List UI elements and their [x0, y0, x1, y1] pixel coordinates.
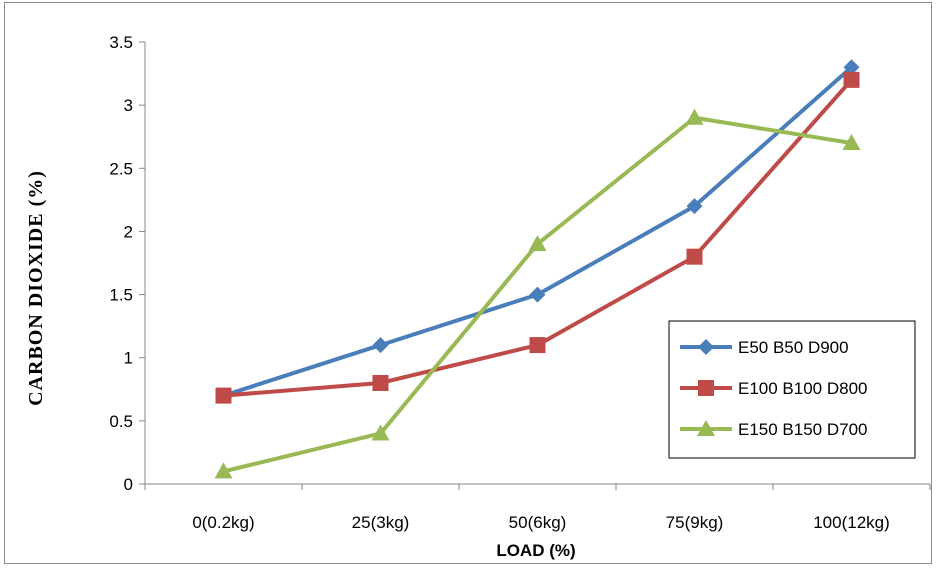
legend-label: E50 B50 D900: [738, 338, 849, 357]
data-point-diamond: [698, 339, 714, 355]
chart-frame: [4, 2, 932, 564]
data-point-square: [529, 337, 546, 354]
y-tick-labels: 0 0.5 1 1.5 2 2.5 3 3.5: [109, 33, 133, 494]
y-axis-label: CARBON DIOXIDE (%): [25, 170, 47, 406]
series-2: [215, 71, 860, 404]
axes: [139, 41, 931, 490]
data-point-triangle: [528, 235, 547, 252]
x-tick-label: 100(12kg): [813, 513, 890, 532]
data-point-triangle: [842, 134, 861, 151]
y-tick-label: 3: [124, 96, 133, 115]
legend-item-2: E100 B100 D800: [680, 379, 868, 398]
data-point-diamond: [529, 286, 546, 303]
x-tick-label: 25(3kg): [352, 513, 410, 532]
data-point-triangle: [371, 424, 390, 441]
data-point-square: [686, 248, 703, 265]
data-point-diamond: [686, 198, 703, 215]
data-point-triangle: [685, 108, 704, 125]
data-point-triangle: [214, 462, 233, 479]
x-tick-label: 50(6kg): [509, 513, 567, 532]
data-point-diamond: [843, 59, 860, 76]
y-tick-label: 0.5: [109, 412, 133, 431]
legend-label: E150 B150 D700: [738, 420, 868, 439]
series-group: [214, 59, 861, 479]
y-tick-label: 0: [124, 475, 133, 494]
data-point-triangle: [697, 420, 715, 436]
series-3: [214, 108, 861, 479]
data-point-square: [215, 387, 232, 404]
y-tick-label: 1: [124, 349, 133, 368]
y-tick-label: 3.5: [109, 33, 133, 52]
y-tick-label: 2.5: [109, 159, 133, 178]
y-tick-label: 2: [124, 222, 133, 241]
data-point-square: [372, 374, 389, 391]
x-tick-label: 0(0.2kg): [192, 513, 254, 532]
data-point-square: [843, 71, 860, 88]
legend-label: E100 B100 D800: [738, 379, 868, 398]
legend: E50 B50 D900 E100 B100 D800 E150 B150 D700: [668, 320, 916, 459]
x-tick-labels: 0(0.2kg) 25(3kg) 50(6kg) 75(9kg) 100(12kg): [192, 513, 889, 532]
data-point-diamond: [372, 337, 389, 354]
y-tick-label: 1.5: [109, 286, 133, 305]
x-axis-label: LOAD (%): [496, 541, 575, 560]
data-point-square: [698, 380, 714, 396]
legend-item-1: E50 B50 D900: [680, 338, 849, 357]
x-tick-label: 75(9kg): [666, 513, 724, 532]
legend-item-3: E150 B150 D700: [680, 420, 868, 439]
